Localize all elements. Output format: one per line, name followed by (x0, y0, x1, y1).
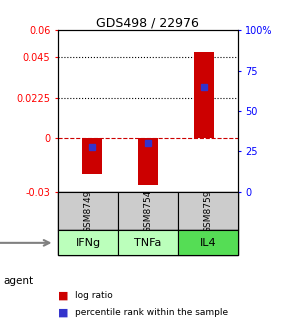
Text: GSM8749: GSM8749 (84, 190, 93, 233)
Text: IL4: IL4 (200, 238, 216, 248)
Text: TNFa: TNFa (134, 238, 162, 248)
Text: GSM8759: GSM8759 (203, 190, 212, 233)
Bar (118, 230, 178, 255)
Bar (58, 230, 118, 255)
Bar (82, 138, 101, 174)
Bar (178, 192, 238, 230)
Text: ■: ■ (58, 291, 68, 301)
Bar (118, 192, 178, 230)
Text: GSM8754: GSM8754 (143, 190, 153, 233)
Bar (178, 230, 238, 255)
Text: ■: ■ (58, 307, 68, 318)
Text: agent: agent (3, 276, 33, 286)
Bar (138, 138, 158, 185)
Bar (58, 192, 118, 230)
Text: IFNg: IFNg (75, 238, 101, 248)
Text: log ratio: log ratio (75, 291, 113, 300)
Title: GDS498 / 22976: GDS498 / 22976 (97, 16, 199, 29)
Bar (194, 52, 214, 138)
Text: percentile rank within the sample: percentile rank within the sample (75, 308, 229, 317)
